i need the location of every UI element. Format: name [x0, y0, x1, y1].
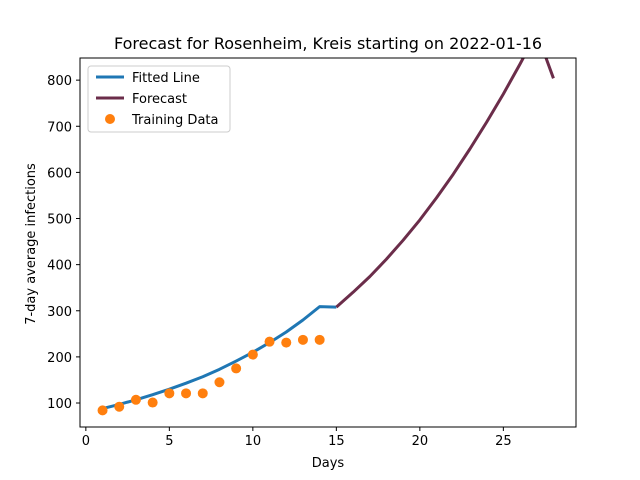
x-tick-label: 0 [82, 434, 90, 449]
data-point-training-data [264, 336, 275, 347]
chart-title: Forecast for Rosenheim, Kreis starting o… [114, 34, 542, 53]
y-tick-label: 300 [47, 305, 72, 320]
y-axis-label: 7-day average infections [24, 163, 39, 325]
legend-label-fitted-line: Fitted Line [132, 71, 200, 86]
data-point-training-data [197, 388, 208, 399]
y-tick-label: 500 [47, 213, 72, 228]
x-tick-label: 10 [245, 434, 262, 449]
x-tick-label: 5 [165, 434, 173, 449]
y-tick-label: 100 [47, 397, 72, 412]
x-tick-label: 15 [328, 434, 345, 449]
plot-frame [79, 57, 577, 428]
data-point-training-data [214, 377, 225, 388]
x-axis-label: Days [312, 456, 345, 471]
series-line-forecast [335, 58, 555, 309]
data-point-training-data [164, 388, 175, 399]
data-point-training-data [147, 397, 158, 408]
data-point-training-data [281, 337, 292, 348]
legend-label-training-data: Training Data [131, 113, 218, 128]
legend-swatch-training-data [105, 114, 115, 124]
data-point-training-data [247, 349, 258, 360]
axes: 0 5 10 15 20 25 100 200 300 400 500 600 700 800 [47, 57, 577, 449]
data-point-training-data [314, 334, 325, 345]
data-point-training-data [114, 401, 125, 412]
plot-area [97, 58, 555, 416]
x-tick-label: 20 [412, 434, 429, 449]
legend-box [87, 65, 231, 133]
series-line-fitted-line [102, 305, 337, 411]
y-tick-label: 600 [47, 166, 72, 181]
data-point-training-data [297, 334, 308, 345]
y-tick-label: 200 [47, 351, 72, 366]
data-point-training-data [130, 394, 141, 405]
y-tick-label: 700 [47, 120, 72, 135]
data-point-training-data [97, 405, 108, 416]
data-point-training-data [181, 388, 192, 399]
legend-label-forecast: Forecast [132, 92, 187, 107]
legend: Fitted Line Forecast Training Data [87, 65, 231, 133]
series-group [97, 58, 555, 416]
y-tick-label: 400 [47, 259, 72, 274]
data-point-training-data [231, 363, 242, 374]
x-tick-label: 25 [495, 434, 512, 449]
y-tick-label: 800 [47, 74, 72, 89]
